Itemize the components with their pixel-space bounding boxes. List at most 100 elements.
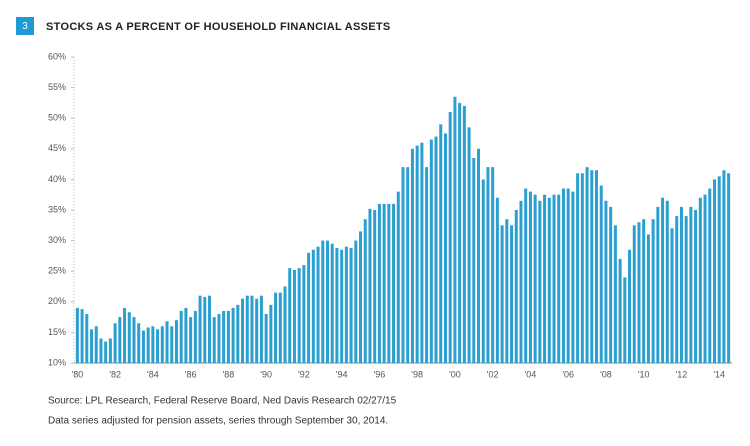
bar: [561, 188, 565, 363]
bar: [500, 225, 504, 363]
bar: [708, 188, 712, 363]
bar: [623, 277, 627, 363]
bar: [302, 265, 306, 363]
y-tick-label: 40%: [48, 174, 66, 184]
bar: [208, 295, 212, 363]
bar: [174, 320, 178, 363]
x-tick-label: '00: [449, 369, 461, 379]
bar: [599, 185, 603, 363]
bar: [410, 148, 414, 363]
x-tick-label: '92: [298, 369, 310, 379]
y-tick-label: 25%: [48, 266, 66, 276]
bar: [108, 338, 112, 363]
bar: [646, 234, 650, 363]
bar: [543, 194, 547, 363]
bar: [609, 206, 613, 363]
y-tick-label: 30%: [48, 235, 66, 245]
bar: [335, 247, 339, 363]
bar: [283, 286, 287, 363]
source: Source: LPL Research, Federal Reserve Bo…: [48, 396, 397, 407]
bar: [642, 219, 646, 363]
bar: [316, 246, 320, 363]
bar: [576, 173, 580, 363]
bar: [226, 310, 230, 363]
y-tick-label: 55%: [48, 82, 66, 92]
bar: [179, 310, 183, 363]
y-tick-label: 45%: [48, 143, 66, 153]
x-tick-label: '02: [487, 369, 499, 379]
bar: [594, 170, 598, 363]
bar: [264, 314, 268, 363]
x-tick-label: '80: [71, 369, 83, 379]
x-tick-label: '10: [638, 369, 650, 379]
bar: [392, 203, 396, 363]
bar: [604, 200, 608, 363]
bar: [245, 295, 249, 363]
bar: [311, 249, 315, 363]
bar: [382, 203, 386, 363]
bar: [231, 307, 235, 363]
x-tick-label: '12: [676, 369, 688, 379]
bar: [387, 203, 391, 363]
bar: [90, 329, 94, 363]
bar: [396, 191, 400, 363]
bar: [288, 268, 292, 363]
bar: [123, 307, 127, 363]
bar: [113, 323, 117, 363]
bar: [325, 240, 329, 363]
badge: 3: [22, 21, 28, 32]
bar: [491, 167, 495, 363]
bar: [505, 219, 509, 363]
bar: [349, 247, 353, 363]
y-tick-label: 60%: [48, 51, 66, 61]
bar: [420, 142, 424, 363]
bar: [141, 330, 145, 363]
bar: [651, 219, 655, 363]
bar: [377, 203, 381, 363]
bar: [557, 194, 561, 363]
bar: [712, 179, 716, 363]
bar: [170, 326, 174, 363]
y-tick-label: 20%: [48, 296, 66, 306]
bar: [80, 309, 84, 363]
bar: [703, 194, 707, 363]
bar: [137, 323, 141, 363]
bar: [528, 191, 532, 363]
bar: [297, 268, 301, 363]
bar: [472, 157, 476, 363]
bar: [212, 317, 216, 363]
bar: [665, 200, 669, 363]
y-tick-label: 10%: [48, 357, 66, 367]
bar: [307, 252, 311, 363]
bar: [222, 310, 226, 363]
x-tick-label: '08: [600, 369, 612, 379]
bar: [717, 176, 721, 363]
bar: [632, 225, 636, 363]
bar: [330, 243, 334, 363]
bar: [552, 194, 556, 363]
chart-title: STOCKS AS A PERCENT OF HOUSEHOLD FINANCI…: [46, 21, 391, 33]
bar: [618, 258, 622, 363]
bar: [429, 139, 433, 363]
bar: [189, 317, 193, 363]
bar: [198, 295, 202, 363]
badge-box: [16, 17, 34, 35]
bar: [354, 240, 358, 363]
bar: [132, 317, 136, 363]
y-tick-label: 50%: [48, 113, 66, 123]
bar: [698, 197, 702, 363]
x-tick-label: '04: [525, 369, 537, 379]
bar: [628, 249, 632, 363]
bar: [278, 292, 282, 363]
bar: [151, 326, 155, 363]
x-tick-label: '88: [223, 369, 235, 379]
bar: [94, 326, 98, 363]
bar: [156, 329, 160, 363]
bar: [406, 167, 410, 363]
bar: [590, 170, 594, 363]
bar: [292, 269, 296, 363]
bar: [585, 167, 589, 363]
bar: [637, 222, 641, 363]
bar: [689, 206, 693, 363]
